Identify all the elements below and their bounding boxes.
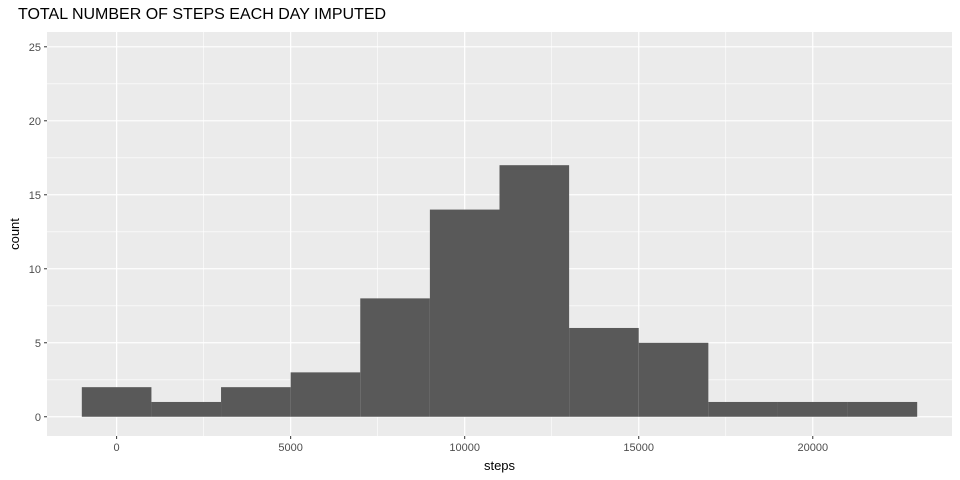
x-tick-label: 20000 bbox=[797, 442, 828, 454]
y-axis-ticks: 0 5 10 15 20 25 bbox=[29, 42, 47, 424]
histogram-bar bbox=[708, 401, 778, 417]
x-axis-ticks: 0 5000 10000 15000 20000 bbox=[114, 436, 828, 454]
x-tick-label: 0 bbox=[114, 442, 120, 454]
chart-title: TOTAL NUMBER OF STEPS EACH DAY IMPUTED bbox=[18, 6, 387, 23]
histogram-bar bbox=[429, 209, 500, 417]
y-tick-label: 15 bbox=[29, 190, 41, 202]
histogram-bar bbox=[569, 327, 639, 417]
y-tick-label: 20 bbox=[29, 116, 41, 128]
histogram-bar bbox=[81, 387, 152, 417]
x-axis-title: steps bbox=[484, 458, 516, 473]
x-tick-label: 10000 bbox=[449, 442, 480, 454]
histogram-bar bbox=[499, 165, 570, 417]
y-tick-label: 25 bbox=[29, 42, 41, 54]
histogram-bar bbox=[847, 401, 918, 417]
y-tick-label: 0 bbox=[35, 412, 41, 424]
x-tick-label: 15000 bbox=[623, 442, 654, 454]
histogram-bar bbox=[290, 372, 361, 417]
y-axis-title: count bbox=[7, 218, 22, 250]
histogram-bar bbox=[151, 401, 222, 417]
y-tick-label: 10 bbox=[29, 264, 41, 276]
histogram-bar bbox=[221, 387, 291, 417]
histogram-bars bbox=[81, 165, 918, 417]
y-tick-label: 5 bbox=[35, 338, 41, 350]
histogram-bar bbox=[777, 401, 848, 417]
x-tick-label: 5000 bbox=[278, 442, 302, 454]
histogram-bar bbox=[360, 298, 430, 417]
histogram-bar bbox=[638, 342, 709, 417]
